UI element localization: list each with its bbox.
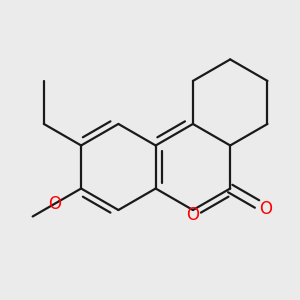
Text: O: O <box>260 200 272 218</box>
Text: O: O <box>48 195 61 213</box>
Text: O: O <box>186 206 200 224</box>
